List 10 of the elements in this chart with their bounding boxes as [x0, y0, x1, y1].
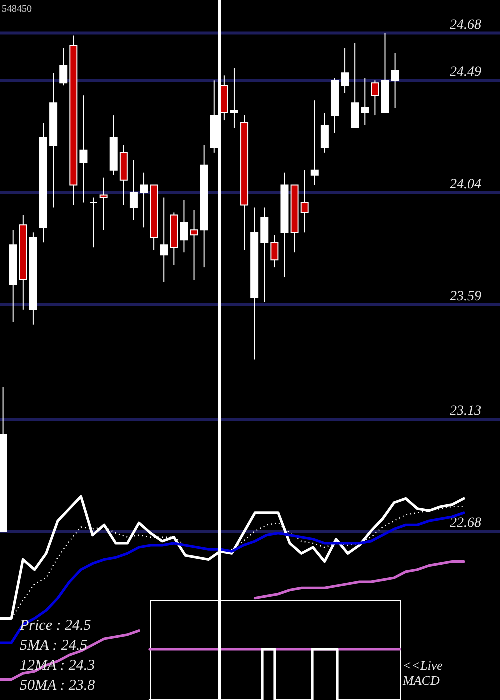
chart-title: 548450 — [2, 4, 32, 15]
annotation: 5MA : 24.5 — [20, 638, 88, 654]
y-tick-label: 24.49 — [450, 65, 482, 80]
y-tick-label: 24.68 — [450, 18, 482, 33]
annotation: 50MA : 23.8 — [20, 678, 96, 694]
y-tick-label: 22.68 — [450, 516, 482, 532]
y-tick-label: 23.59 — [450, 289, 482, 304]
y-tick-label: 23.13 — [450, 404, 482, 420]
y-tick-label: 24.04 — [450, 177, 482, 192]
annotation: <<Live MACD — [402, 658, 444, 688]
